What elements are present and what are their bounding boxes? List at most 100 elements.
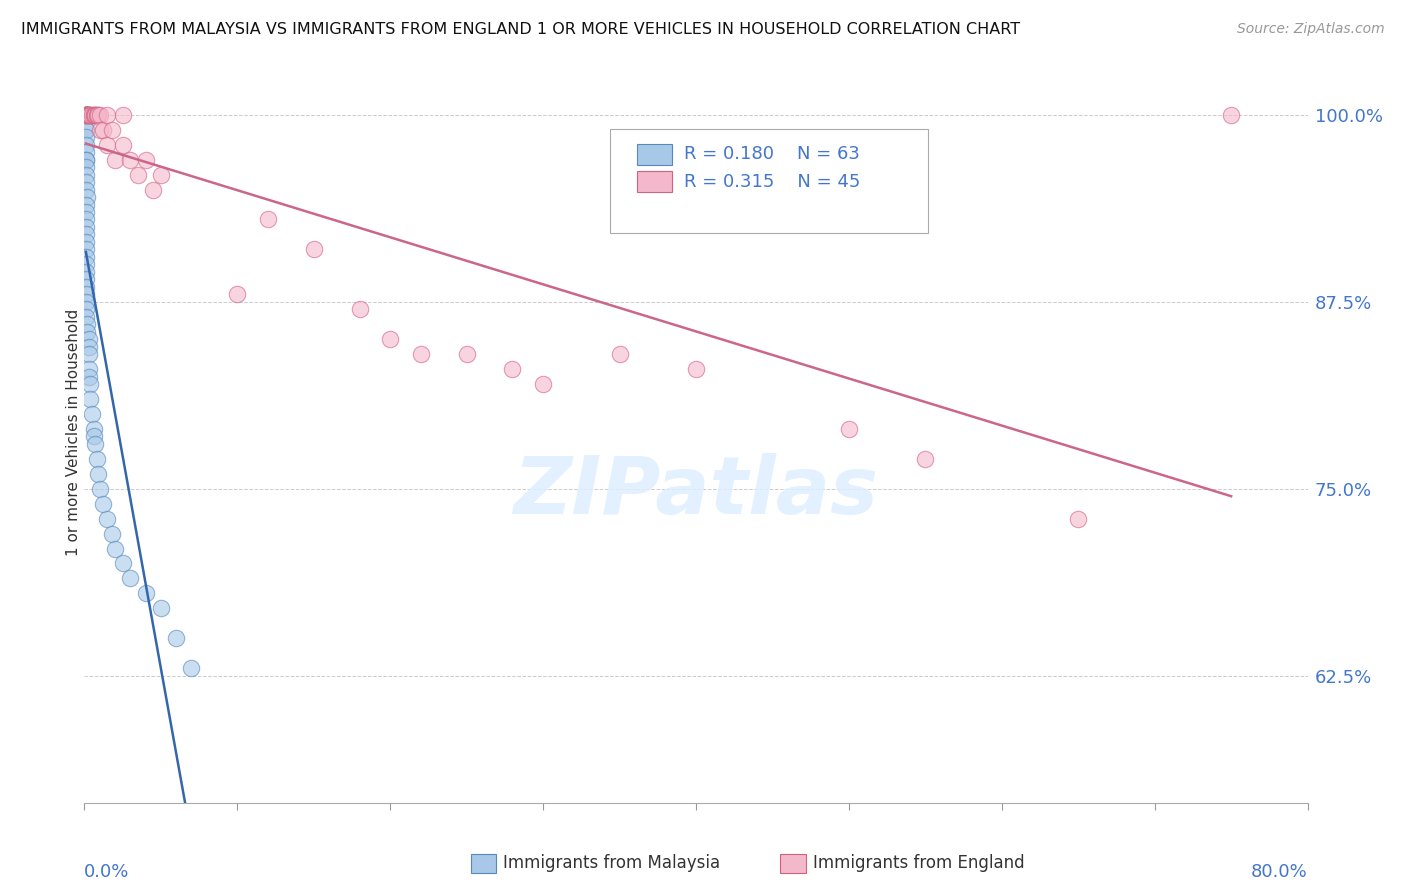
Point [75,108,97,122]
Point [76,108,98,122]
Point [75,257,97,271]
Point [75,145,97,160]
Point [226,287,249,301]
Point [914,451,936,466]
Point [79,392,101,406]
Point [75,122,97,136]
Y-axis label: 1 or more Vehicles in Household: 1 or more Vehicles in Household [66,309,80,557]
Text: R = 0.180    N = 63: R = 0.180 N = 63 [683,145,859,163]
Point [838,422,860,436]
Point [77,347,100,361]
Point [76,108,98,122]
Point [302,243,325,257]
Point [75,108,97,122]
Point [111,137,134,152]
Point [77,369,100,384]
FancyBboxPatch shape [637,171,672,192]
Point [75,250,97,264]
Point [91,122,114,136]
Point [77,108,100,122]
Text: IMMIGRANTS FROM MALAYSIA VS IMMIGRANTS FROM ENGLAND 1 OR MORE VEHICLES IN HOUSEH: IMMIGRANTS FROM MALAYSIA VS IMMIGRANTS F… [21,22,1021,37]
Point [77,108,100,122]
Point [75,160,97,174]
Point [83,108,105,122]
Point [165,632,187,646]
Point [685,362,707,376]
Point [80,407,103,421]
Point [149,168,172,182]
Point [87,108,110,122]
Point [75,227,97,242]
FancyBboxPatch shape [610,129,928,233]
Point [531,377,554,392]
Point [75,219,97,234]
Point [76,325,98,339]
Text: 80.0%: 80.0% [1251,863,1308,880]
Point [75,294,97,309]
Point [142,183,165,197]
Point [75,137,97,152]
Point [75,310,97,324]
Point [257,212,280,227]
Point [111,108,134,122]
Point [96,137,118,152]
Point [83,108,105,122]
Point [76,190,98,204]
Point [75,212,97,227]
Point [75,235,97,249]
Point [91,497,114,511]
Point [104,541,127,556]
Point [76,317,98,331]
Point [75,108,97,122]
Point [77,362,100,376]
Point [83,429,105,443]
Point [149,601,172,615]
Point [409,347,432,361]
Point [77,332,100,346]
Point [120,153,142,167]
Point [75,108,97,122]
Point [83,422,105,436]
Point [86,108,108,122]
Text: Source: ZipAtlas.com: Source: ZipAtlas.com [1237,22,1385,37]
Point [456,347,478,361]
Point [75,153,97,167]
Point [502,362,524,376]
Point [101,526,124,541]
Text: Immigrants from Malaysia: Immigrants from Malaysia [503,854,720,871]
Point [75,130,97,145]
Point [75,168,97,182]
Point [75,287,97,301]
Point [89,482,111,496]
Point [135,153,157,167]
Point [79,377,101,392]
Text: 0.0%: 0.0% [84,863,129,880]
Point [75,243,97,257]
Point [1067,511,1090,525]
Point [75,272,97,286]
Point [86,451,108,466]
Point [180,661,202,675]
Point [75,205,97,219]
Point [80,108,103,122]
Point [75,280,97,294]
Point [380,332,402,346]
Point [79,108,101,122]
Point [79,108,101,122]
Point [87,467,110,481]
Point [127,168,149,182]
Point [84,108,107,122]
Point [75,302,97,317]
Point [349,302,371,317]
Point [77,340,100,354]
Point [89,122,111,136]
Point [120,571,142,585]
Point [75,153,97,167]
Point [135,586,157,600]
Point [76,108,98,122]
Point [75,108,97,122]
Point [77,108,100,122]
Point [75,265,97,279]
Point [101,122,124,136]
Text: Immigrants from England: Immigrants from England [813,854,1025,871]
